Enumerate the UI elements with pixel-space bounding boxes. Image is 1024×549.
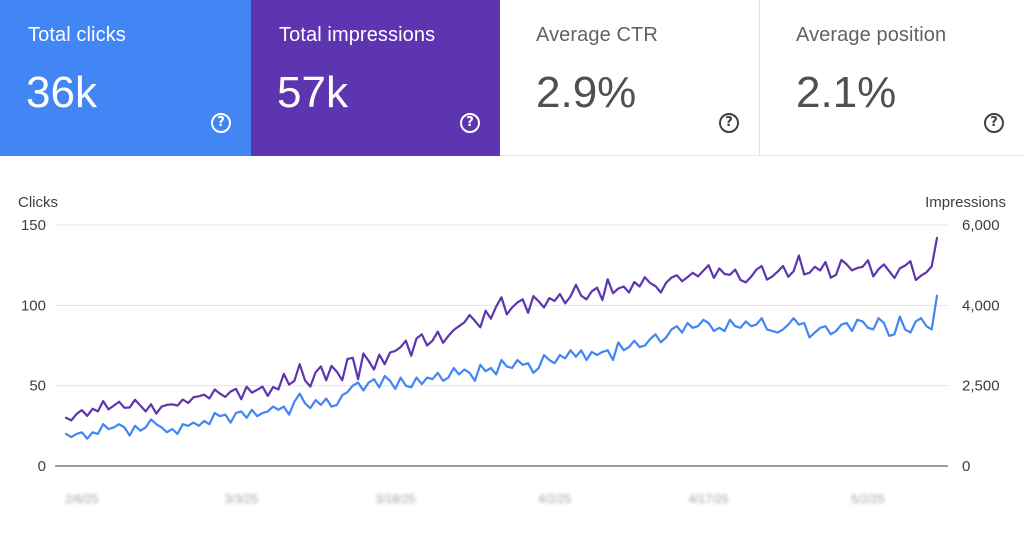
left-axis-ticks: 0 50 100 150 — [21, 217, 46, 475]
total-clicks-label: Total clicks — [28, 24, 126, 46]
right-axis-title: Impressions — [925, 194, 1006, 211]
left-tick-label: 100 — [21, 297, 46, 314]
right-tick-label: 6,000 — [962, 217, 1000, 234]
x-tick-label: 4/2/25 — [538, 492, 572, 506]
left-axis-title: Clicks — [18, 194, 58, 211]
total-impressions-value: 57k — [277, 68, 348, 117]
average-ctr-card[interactable]: Average CTR 2.9% ? — [500, 0, 760, 156]
help-circle-icon[interactable]: ? — [984, 113, 1004, 133]
total-impressions-label: Total impressions — [279, 24, 436, 46]
total-impressions-card[interactable]: Total impressions 57k ? — [251, 0, 500, 156]
left-tick-label: 0 — [38, 458, 46, 475]
right-tick-label: 0 — [962, 458, 970, 475]
right-tick-label: 4,000 — [962, 297, 1000, 314]
help-circle-icon[interactable]: ? — [719, 113, 739, 133]
x-tick-label: 2/6/25 — [65, 492, 99, 506]
x-tick-label: 4/17/25 — [689, 492, 729, 506]
total-clicks-card[interactable]: Total clicks 36k ? — [0, 0, 251, 156]
grid-lines — [55, 224, 948, 467]
x-axis-ticks: 2/6/25 3/3/25 3/18/25 4/2/25 4/17/25 5/2/25 — [65, 492, 885, 506]
x-tick-label: 3/3/25 — [225, 492, 259, 506]
average-position-value: 2.1% — [796, 68, 897, 117]
left-tick-label: 50 — [29, 378, 46, 395]
impressions-series-line — [64, 236, 939, 422]
average-ctr-value: 2.9% — [536, 68, 637, 117]
help-circle-icon[interactable]: ? — [460, 113, 480, 133]
x-tick-label: 5/2/25 — [851, 492, 885, 506]
average-ctr-label: Average CTR — [536, 24, 658, 46]
performance-line-chart: 0 50 100 150 0 2,500 4,000 6,000 2/6/25 3/3/25 3… — [18, 194, 1006, 506]
clicks-series-line — [64, 294, 939, 440]
series-lines — [64, 236, 939, 440]
metric-cards: Total clicks 36k ? Total impressions 57k… — [0, 0, 1024, 156]
average-position-label: Average position — [796, 24, 947, 46]
total-clicks-value: 36k — [26, 68, 97, 117]
right-axis-ticks: 0 2,500 4,000 6,000 — [962, 217, 1000, 475]
average-position-card[interactable]: Average position 2.1% ? — [760, 0, 1024, 156]
x-tick-label: 3/18/25 — [375, 492, 415, 506]
left-tick-label: 150 — [21, 217, 46, 234]
help-circle-icon[interactable]: ? — [211, 113, 231, 133]
right-tick-label: 2,500 — [962, 378, 1000, 395]
